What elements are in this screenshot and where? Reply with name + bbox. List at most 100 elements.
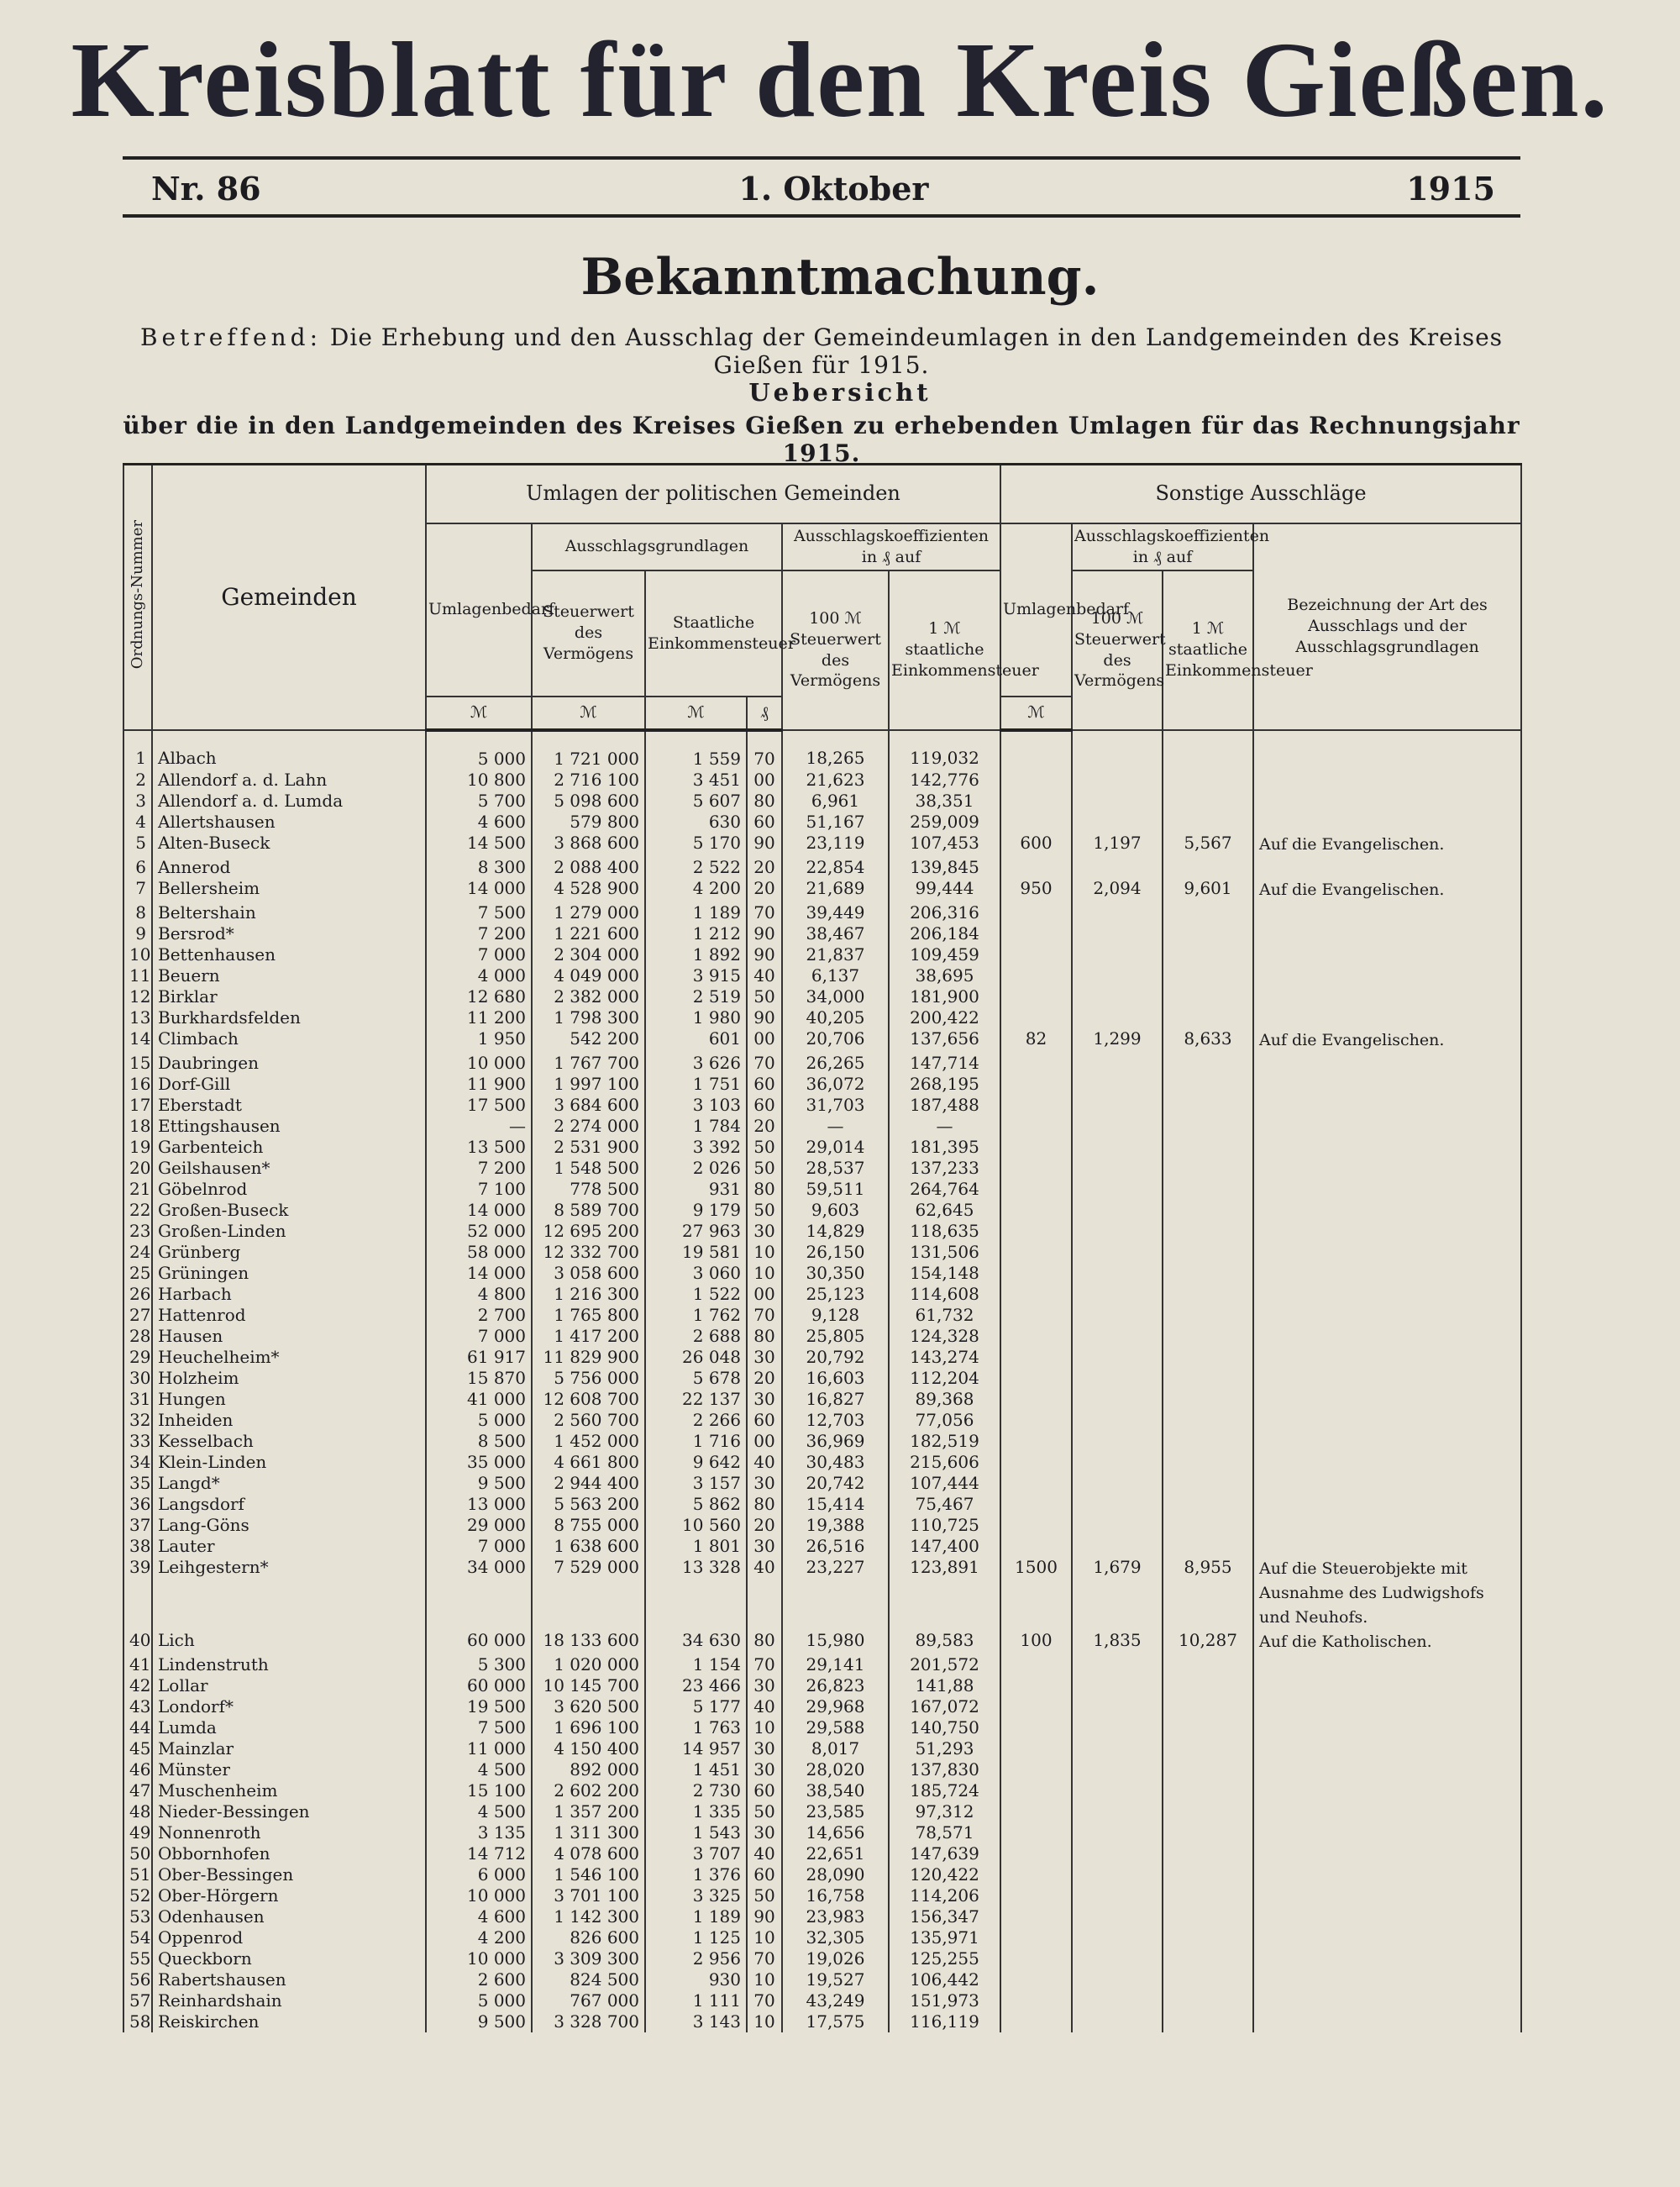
income-tax-pfennig: 80 [746,1493,783,1515]
income-tax-pfennig: 00 [746,1283,783,1305]
empty-cell [1252,1759,1522,1780]
municipality: Nonnenroth [151,1822,427,1843]
income-tax-pfennig: 00 [746,1028,783,1053]
income-tax-marks: 931 [644,1178,748,1200]
table-row: 13 Burkhardsfelden 11 200 1 798 300 1 980 90 4… [123,1007,1522,1028]
empty-cell [1071,1136,1163,1158]
empty-cell [1071,1695,1163,1717]
empty-cell [1071,790,1163,812]
notice-heading: Bekanntmachung. [580,248,1100,307]
table-row: 11 Beuern 4 000 4 049 000 3 915 40 6,137 38,695 [123,965,1522,986]
municipality: Großen-Buseck [151,1199,427,1221]
empty-cell [1000,1157,1073,1179]
header-per-1: 1 ℳ staatliche Einkommensteuer [888,569,1039,731]
income-tax-marks: 1 451 [644,1759,748,1780]
empty-cell [1000,1674,1073,1696]
coeff-per-100: 17,575 [781,2011,890,2032]
income-tax-marks: 3 707 [644,1843,748,1864]
requirement: 34 000 [425,1556,533,1630]
requirement: 35 000 [425,1451,533,1473]
tax-value: 826 600 [531,1927,646,1948]
tax-value: 12 608 700 [531,1388,646,1410]
income-tax-pfennig: 90 [746,1007,783,1028]
coeff-per-1: 118,635 [888,1220,1001,1242]
coeff-per-1: 143,274 [888,1346,1001,1368]
table-row: 48 Nieder-Bessingen 4 500 1 357 200 1 335 50 2… [123,1801,1522,1822]
empty-cell [1162,923,1254,944]
row-number: 8 [123,902,153,923]
tax-value: 3 309 300 [531,1948,646,1969]
income-tax-pfennig: 50 [746,1801,783,1822]
empty-cell [1252,965,1522,986]
tax-value: 7 529 000 [531,1556,646,1630]
table-row: 26 Harbach 4 800 1 216 300 1 522 00 25,123 114,… [123,1283,1522,1305]
empty-cell [1000,1262,1073,1284]
row-number: 26 [123,1283,153,1305]
other-coeff-per-100: 2,094 [1071,877,1163,902]
tax-value: 767 000 [531,1990,646,2011]
table-row: 35 Langd* 9 500 2 944 400 3 157 30 20,742 107,4… [123,1472,1522,1494]
empty-cell [1000,1115,1073,1137]
municipality: Muschenheim [151,1780,427,1801]
table-row: 46 Münster 4 500 892 000 1 451 30 28,020 137,83… [123,1759,1522,1780]
empty-cell [1071,1493,1163,1515]
requirement: 4 500 [425,1801,533,1822]
municipality: Hattenrod [151,1304,427,1326]
table-row: 44 Lumda 7 500 1 696 100 1 763 10 29,588 140,75… [123,1716,1522,1738]
income-tax-marks: 1 376 [644,1864,748,1885]
municipality: Allendorf a. d. Lahn [151,769,427,791]
tax-value: 2 602 200 [531,1780,646,1801]
tax-value: 3 620 500 [531,1695,646,1717]
empty-cell [1000,986,1073,1007]
row-number: 9 [123,923,153,944]
requirement: 11 000 [425,1738,533,1759]
empty-cell [1162,965,1254,986]
empty-cell [1252,1178,1522,1200]
municipality: Lollar [151,1674,427,1696]
coeff-per-1: 110,725 [888,1514,1001,1536]
table-row: 7 Bellersheim 14 000 4 528 900 4 200 20 21,689… [123,877,1522,902]
empty-cell [1252,1493,1522,1515]
description: Auf die Steuerobjekte mit Ausnahme des L… [1252,1556,1522,1630]
empty-cell [1252,1115,1522,1137]
income-tax-pfennig: 30 [746,1535,783,1557]
tax-value: 2 382 000 [531,986,646,1007]
coeff-per-100: 19,026 [781,1948,890,1969]
coeff-per-100: 16,603 [781,1367,890,1389]
empty-cell [1071,856,1163,878]
coeff-per-100: 23,227 [781,1556,890,1630]
coeff-per-1: 119,032 [888,729,1001,770]
empty-cell [1000,1990,1073,2011]
income-tax-marks: 3 325 [644,1885,748,1906]
requirement: 1 950 [425,1028,533,1053]
empty-cell [1071,1822,1163,1843]
empty-cell [1162,1094,1254,1116]
notice-subject: Betreffend: Die Erhebung und den Ausschl… [123,323,1520,379]
income-tax-pfennig: 30 [746,1220,783,1242]
empty-cell [1162,1990,1254,2011]
unit: ℳ [425,695,533,732]
empty-cell [1252,811,1522,833]
empty-cell [1252,1780,1522,1801]
tax-value: 778 500 [531,1178,646,1200]
income-tax-pfennig: 80 [746,1629,783,1654]
empty-cell [1071,769,1163,791]
row-number: 28 [123,1325,153,1347]
municipality: Lumda [151,1716,427,1738]
description: Auf die Evangelischen. [1252,1028,1522,1053]
coeff-per-1: 77,056 [888,1409,1001,1431]
municipality: Albach [151,729,427,770]
empty-cell [1000,769,1073,791]
table-row: 24 Grünberg 58 000 12 332 700 19 581 10 26,150… [123,1241,1522,1263]
coeff-per-100: 25,123 [781,1283,890,1305]
tax-value: 1 279 000 [531,902,646,923]
empty-cell [1162,1430,1254,1452]
income-tax-marks: 1 801 [644,1535,748,1557]
tax-value: 1 142 300 [531,1906,646,1927]
coeff-per-100: 28,537 [781,1157,890,1179]
coeff-per-1: 99,444 [888,877,1001,902]
coeff-per-100: 25,805 [781,1325,890,1347]
empty-cell [1162,1843,1254,1864]
table-row: 32 Inheiden 5 000 2 560 700 2 266 60 12,703 77,… [123,1409,1522,1431]
empty-cell [1162,1007,1254,1028]
